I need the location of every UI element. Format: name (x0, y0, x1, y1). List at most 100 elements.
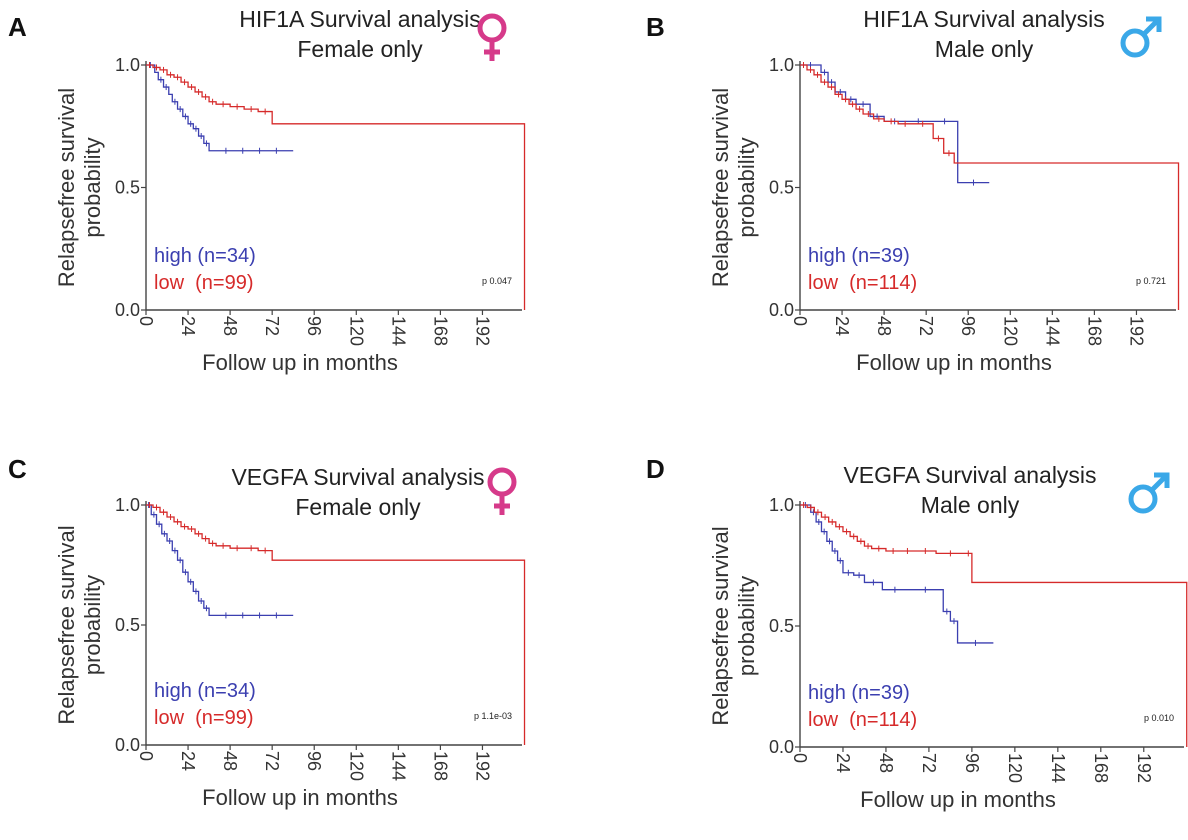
x-tick-label: 144 (1048, 753, 1068, 783)
x-axis-label: Follow up in months (202, 785, 398, 810)
y-axis-label: probability (734, 137, 759, 237)
legend-high: high (n=34) (154, 680, 256, 702)
y-axis-label: probability (734, 576, 759, 676)
x-tick-label: 96 (304, 316, 324, 336)
panel-label-b: B (646, 12, 665, 42)
km-plot-d: 0.0 0.5 1.0 0 24 48 72 96 120 144 168 192 Follow up … (708, 495, 1188, 812)
x-tick-label: 192 (1126, 316, 1146, 346)
y-tick-label: 1.0 (115, 55, 140, 75)
km-plot-b: 0.0 0.5 1.0 0 24 48 72 96 120 144 168 192 Follow up … (708, 55, 1180, 375)
legend-low: low (n=99) (154, 272, 254, 294)
survival-curve-low (800, 504, 1188, 747)
y-axis-label: Relapsefree survival (54, 88, 79, 287)
x-tick-label: 24 (178, 316, 198, 336)
p-value: p 0.047 (482, 276, 512, 286)
survival-curve-high (800, 504, 994, 644)
x-tick-label: 192 (472, 316, 492, 346)
x-tick-label: 24 (178, 751, 198, 771)
x-tick-label: 168 (1084, 316, 1104, 346)
x-axis-label: Follow up in months (856, 350, 1052, 375)
y-tick-label: 0.0 (769, 300, 794, 320)
y-tick-label: 0.5 (769, 178, 794, 198)
chart-title-a: HIF1A Survival analysis Female only (200, 4, 520, 64)
x-tick-label: 168 (1091, 753, 1111, 783)
title-line-c: VEGFA Survival analysis (231, 464, 485, 490)
y-tick-label: 0.0 (115, 300, 140, 320)
male-symbol-icon (1120, 16, 1162, 58)
x-tick-label: 24 (833, 753, 853, 773)
y-axis-label: Relapsefree survival (708, 526, 733, 725)
y-tick-label: 0.0 (115, 735, 140, 755)
x-tick-label: 96 (958, 316, 978, 336)
legend-high: high (n=39) (808, 245, 910, 267)
chart-title-d: VEGFA Survival analysis Male only (810, 460, 1130, 520)
y-axis-label: probability (80, 137, 105, 237)
x-tick-label: 96 (962, 753, 982, 773)
y-axis-label: Relapsefree survival (54, 525, 79, 724)
legend-low: low (n=99) (154, 707, 254, 729)
y-tick-label: 1.0 (115, 495, 140, 515)
x-tick-label: 144 (1042, 316, 1062, 346)
km-plot-c: 0.0 0.5 1.0 0 24 48 72 96 120 144 168 192 Follow up … (54, 495, 526, 810)
x-axis-label: Follow up in months (860, 787, 1056, 812)
x-tick-label: 168 (430, 751, 450, 781)
x-tick-label: 120 (1000, 316, 1020, 346)
survival-curve-high (800, 64, 990, 184)
y-tick-label: 0.5 (769, 616, 794, 636)
y-tick-label: 1.0 (769, 495, 794, 515)
x-tick-label: 120 (1005, 753, 1025, 783)
subtitle-line-d: Male only (920, 492, 1020, 518)
panel-d: 0.0 0.5 1.0 0 24 48 72 96 120 144 168 192 Follow up … (646, 440, 1188, 840)
p-value: p 1.1e-03 (474, 711, 512, 721)
panel-a: 0.0 0.5 1.0 0 24 48 72 96 120 144 168 192 Follow up … (0, 0, 560, 400)
p-value: p 0.010 (1144, 713, 1174, 723)
chart-title-c: VEGFA Survival analysis Female only (198, 462, 518, 522)
survival-curve-low (146, 64, 526, 310)
y-axis-label: probability (80, 575, 105, 675)
x-tick-label: 120 (346, 751, 366, 781)
x-axis-label: Follow up in months (202, 350, 398, 375)
x-tick-label: 192 (1134, 753, 1154, 783)
title-line-d: VEGFA Survival analysis (843, 462, 1097, 488)
x-tick-label: 144 (388, 751, 408, 781)
y-axis-label: Relapsefree survival (708, 88, 733, 287)
female-symbol-icon (477, 13, 507, 61)
chart-title-b: HIF1A Survival analysis Male only (824, 4, 1144, 64)
legend-low: low (n=114) (808, 272, 917, 294)
x-tick-label: 120 (346, 316, 366, 346)
panel-label-a: A (8, 12, 27, 42)
x-tick-label: 96 (304, 751, 324, 771)
x-tick-label: 0 (136, 751, 156, 761)
y-tick-label: 0.5 (115, 178, 140, 198)
x-tick-label: 0 (790, 753, 810, 763)
subtitle-line-c: Female only (295, 494, 421, 520)
title-line-a: HIF1A Survival analysis (239, 6, 481, 32)
x-tick-label: 48 (220, 316, 240, 336)
x-tick-label: 72 (919, 753, 939, 773)
subtitle-line-a: Female only (297, 36, 423, 62)
y-tick-label: 0.5 (115, 615, 140, 635)
survival-curve-high (146, 64, 294, 152)
male-symbol-icon (1128, 472, 1170, 514)
panel-label-d: D (646, 454, 665, 484)
km-plot-a: 0.0 0.5 1.0 0 24 48 72 96 120 144 168 192 Follow up … (54, 55, 526, 375)
x-tick-label: 0 (790, 316, 810, 326)
x-tick-label: 48 (220, 751, 240, 771)
x-tick-label: 72 (916, 316, 936, 336)
panel-label-c: C (8, 454, 27, 484)
y-tick-label: 1.0 (769, 55, 794, 75)
x-tick-label: 168 (430, 316, 450, 346)
panel-c: 0.0 0.5 1.0 0 24 48 72 96 120 144 168 192 Follow up … (0, 440, 560, 840)
x-tick-label: 192 (472, 751, 492, 781)
legend-high: high (n=34) (154, 245, 256, 267)
x-tick-label: 48 (876, 753, 896, 773)
x-tick-label: 0 (136, 316, 156, 326)
legend-low: low (n=114) (808, 709, 917, 731)
subtitle-line-b: Male only (934, 36, 1034, 62)
x-tick-label: 72 (262, 751, 282, 771)
x-tick-label: 48 (874, 316, 894, 336)
p-value: p 0.721 (1136, 276, 1166, 286)
x-tick-label: 24 (832, 316, 852, 336)
y-tick-label: 0.0 (769, 737, 794, 757)
panel-b: 0.0 0.5 1.0 0 24 48 72 96 120 144 168 192 Follow up … (646, 0, 1188, 400)
